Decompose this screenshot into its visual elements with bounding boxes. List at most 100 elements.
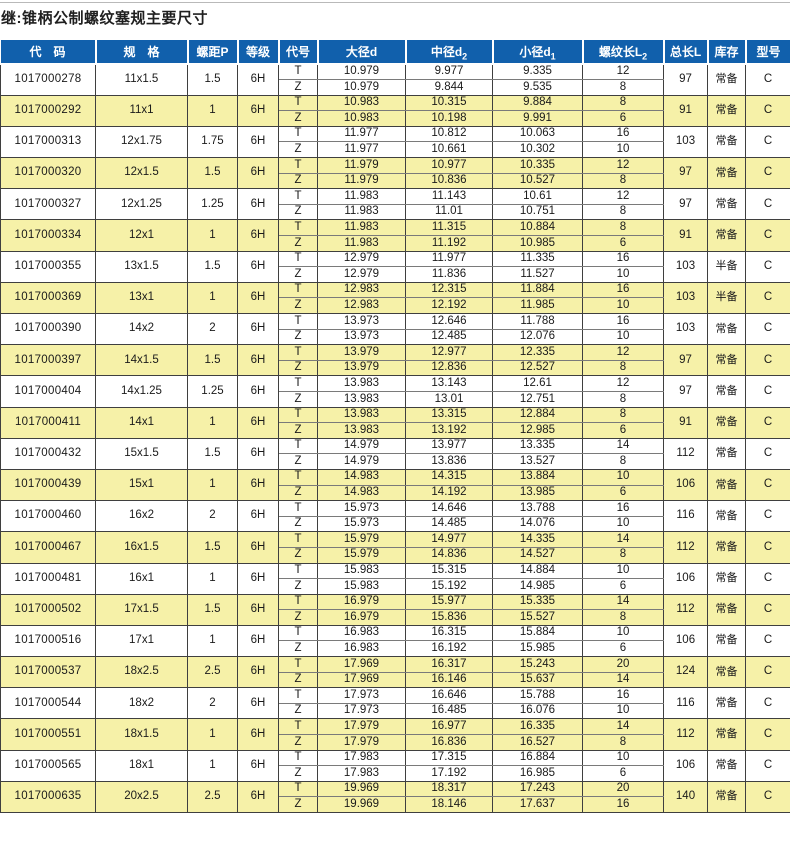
minor-diameter-cell: 17.637 [492,796,583,813]
designation-cell: T [278,188,318,205]
designation-cell: Z [278,172,318,190]
spec-row-top: 1017000467 16x1.5 1.5 6H T 15.979 14.977 14.335… [0,531,790,564]
column-header-3: 等级 [236,40,279,65]
pitch-diameter-cell: 12.646 [405,313,493,330]
pitch-diameter-cell: 13.143 [405,375,493,392]
spec-row-top: 1017000320 12x1.5 1.5 6H T 11.979 10.977 10.335… [0,157,790,190]
major-diameter-cell: 14.983 [317,468,406,486]
designation-cell: Z [278,546,318,564]
major-diameter-cell: 10.979 [317,79,406,96]
model-cell: C [745,63,790,96]
code-cell: 1017000439 [0,468,96,502]
stock-cell: 常备 [707,219,746,252]
code-cell: 1017000411 [0,406,96,439]
major-diameter-cell: 16.983 [317,624,406,642]
spec-row-bottom: Z 17.973 16.485 16.076 10 [1,702,790,720]
pitch-diameter-cell: 14.485 [405,515,493,533]
column-header-0: 代 码 [0,40,96,65]
code-cell: 1017000278 [0,63,96,96]
designation-cell: Z [278,328,318,346]
pitch-diameter-cell: 10.977 [405,157,493,174]
pitch-cell: 1 [187,562,238,595]
designation-cell: Z [278,266,318,283]
minor-diameter-cell: 10.61 [492,188,583,205]
designation-cell: T [278,437,318,455]
stock-cell: 常备 [707,94,746,127]
stock-cell: 常备 [707,749,746,782]
major-diameter-cell: 13.983 [317,390,406,408]
spec-row-top: 1017000292 11x1 1 6H T 10.983 10.315 9.884 8 91 常备… [0,94,790,127]
stock-cell: 常备 [707,562,746,595]
thread-length-cell: 12 [582,344,664,361]
pitch-diameter-cell: 10.812 [405,125,493,143]
model-cell: C [745,312,790,346]
designation-cell: Z [278,796,318,813]
pitch-diameter-cell: 11.836 [405,266,493,283]
total-length-cell: 103 [663,250,708,283]
total-length-cell: 91 [663,219,708,252]
major-diameter-cell: 13.979 [317,359,406,377]
stock-cell: 常备 [707,188,746,221]
designation-cell: Z [278,734,318,751]
minor-diameter-cell: 10.335 [492,157,583,174]
spec-row-bottom: Z 10.983 10.198 9.991 6 [1,110,790,127]
spec-cell: 15x1 [95,468,188,502]
minor-diameter-cell: 13.788 [492,500,583,517]
total-length-cell: 124 [663,656,708,689]
spec-row-bottom: Z 15.979 14.836 14.527 8 [1,546,790,564]
pitch-diameter-cell: 16.192 [405,640,493,658]
minor-diameter-cell: 14.076 [492,515,583,533]
major-diameter-cell: 17.979 [317,734,406,751]
minor-diameter-cell: 12.335 [492,344,583,361]
spec-row-bottom: Z 13.973 12.485 12.076 10 [1,328,790,346]
spec-cell: 14x1.5 [95,344,188,377]
major-diameter-cell: 14.983 [317,484,406,502]
designation-cell: T [278,94,318,112]
pitch-cell: 1 [187,406,238,439]
pitch-diameter-cell: 13.977 [405,437,493,455]
major-diameter-cell: 11.977 [317,125,406,143]
pitch-diameter-cell: 13.01 [405,390,493,408]
model-cell: C [745,624,790,658]
designation-cell: T [278,219,318,237]
pitch-cell: 1 [187,219,238,252]
major-diameter-cell: 13.979 [317,344,406,361]
pitch-diameter-cell: 13.192 [405,422,493,439]
grade-cell: 6H [237,188,279,221]
pitch-cell: 1.5 [187,593,238,626]
grade-cell: 6H [237,531,279,564]
grade-cell: 6H [237,157,279,190]
designation-cell: Z [278,702,318,720]
pitch-diameter-cell: 11.01 [405,203,493,221]
spec-cell: 14x1.25 [95,375,188,408]
thread-length-cell: 8 [582,546,664,564]
grade-cell: 6H [237,780,279,814]
designation-cell: T [278,687,318,704]
spec-row-top: 1017000327 12x1.25 1.25 6H T 11.983 11.143 10.6… [0,188,790,221]
major-diameter-cell: 13.983 [317,422,406,439]
code-cell: 1017000390 [0,312,96,346]
major-diameter-cell: 17.969 [317,656,406,673]
pitch-diameter-cell: 10.198 [405,110,493,127]
pitch-cell: 1 [187,281,238,315]
major-diameter-cell: 12.983 [317,281,406,299]
minor-diameter-cell: 12.751 [492,390,583,408]
designation-cell: T [278,63,318,81]
thread-length-cell: 10 [582,702,664,720]
grade-cell: 6H [237,125,279,159]
spec-cell: 15x1.5 [95,437,188,470]
major-diameter-cell: 19.969 [317,796,406,813]
grade-cell: 6H [237,219,279,252]
spec-row-top: 1017000355 13x1.5 1.5 6H T 12.979 11.977 11.335… [0,250,790,283]
stock-cell: 常备 [707,125,746,159]
pitch-diameter-cell: 12.836 [405,359,493,377]
pitch-diameter-cell: 12.192 [405,297,493,314]
minor-diameter-cell: 16.985 [492,765,583,782]
pitch-cell: 1 [187,468,238,502]
pitch-diameter-cell: 16.836 [405,734,493,751]
spec-row-top: 1017000390 14x2 2 6H T 13.973 12.646 11.788 16 10… [0,312,790,346]
designation-cell: Z [278,578,318,595]
column-header-1: 规 格 [94,40,188,65]
thread-length-cell: 14 [582,531,664,548]
thread-length-cell: 16 [582,796,664,813]
